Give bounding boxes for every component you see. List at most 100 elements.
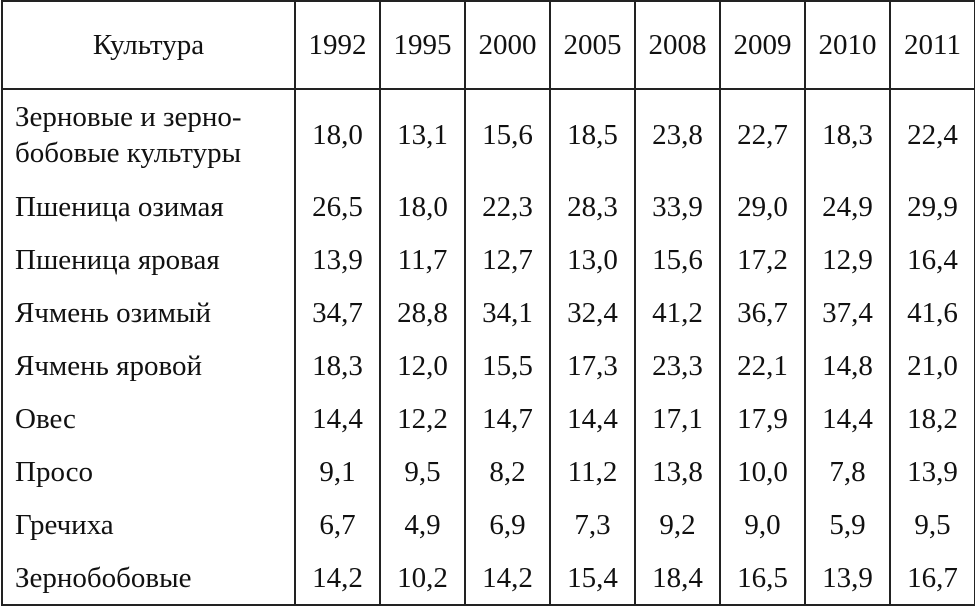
value-cell: 28,3 xyxy=(549,180,636,233)
value-cell: 17,9 xyxy=(719,392,806,445)
value-cell: 28,8 xyxy=(379,286,466,339)
value-cell: 17,2 xyxy=(719,233,806,286)
value-cell: 33,9 xyxy=(634,180,721,233)
value-cell: 34,7 xyxy=(294,286,381,339)
table-row: Ячмень яровой 18,3 12,0 15,5 17,3 23,3 22,1 14,… xyxy=(1,339,975,392)
table-row: Пшеница озимая 26,5 18,0 22,3 28,3 33,9 29,0 24… xyxy=(1,180,975,233)
table-row: Овес 14,4 12,2 14,7 14,4 17,1 17,9 14,4 18,2 xyxy=(1,392,975,445)
value-cell: 15,6 xyxy=(464,89,551,180)
value-cell: 18,4 xyxy=(634,551,721,606)
row-label: Пшеница озимая xyxy=(1,180,296,233)
value-cell: 14,8 xyxy=(804,339,891,392)
value-cell: 7,8 xyxy=(804,445,891,498)
value-cell: 9,1 xyxy=(294,445,381,498)
row-label: Зерновые и зерно- бобовые культуры xyxy=(1,89,296,180)
value-cell: 6,9 xyxy=(464,498,551,551)
value-cell: 14,4 xyxy=(549,392,636,445)
value-cell: 23,8 xyxy=(634,89,721,180)
table-body: Зерновые и зерно- бобовые культуры 18,0 13… xyxy=(1,89,975,606)
header-cell: 2000 xyxy=(464,0,551,90)
table-row: Зерновые и зерно- бобовые культуры 18,0 13… xyxy=(1,89,975,180)
value-cell: 24,9 xyxy=(804,180,891,233)
value-cell: 41,2 xyxy=(634,286,721,339)
value-cell: 16,5 xyxy=(719,551,806,606)
value-cell: 22,3 xyxy=(464,180,551,233)
row-label: Зернобобовые xyxy=(1,551,296,606)
value-cell: 18,0 xyxy=(294,89,381,180)
value-cell: 7,3 xyxy=(549,498,636,551)
value-cell: 9,5 xyxy=(379,445,466,498)
value-cell: 12,9 xyxy=(804,233,891,286)
value-cell: 18,2 xyxy=(889,392,975,445)
table-row: Гречиха 6,7 4,9 6,9 7,3 9,2 9,0 5,9 9,5 xyxy=(1,498,975,551)
value-cell: 37,4 xyxy=(804,286,891,339)
value-cell: 6,7 xyxy=(294,498,381,551)
value-cell: 16,4 xyxy=(889,233,975,286)
value-cell: 10,0 xyxy=(719,445,806,498)
value-cell: 13,8 xyxy=(634,445,721,498)
value-cell: 18,3 xyxy=(804,89,891,180)
header-cell: 2010 xyxy=(804,0,891,90)
header-cell: Культура xyxy=(1,0,296,90)
value-cell: 13,9 xyxy=(294,233,381,286)
value-cell: 4,9 xyxy=(379,498,466,551)
value-cell: 36,7 xyxy=(719,286,806,339)
row-label: Овес xyxy=(1,392,296,445)
value-cell: 18,5 xyxy=(549,89,636,180)
row-label: Ячмень яровой xyxy=(1,339,296,392)
value-cell: 9,5 xyxy=(889,498,975,551)
row-label: Гречиха xyxy=(1,498,296,551)
value-cell: 12,2 xyxy=(379,392,466,445)
table-header: Культура 1992 1995 2000 2005 2008 2009 2010 2011 xyxy=(1,0,975,90)
row-label: Пшеница яровая xyxy=(1,233,296,286)
value-cell: 13,1 xyxy=(379,89,466,180)
value-cell: 8,2 xyxy=(464,445,551,498)
row-label: Просо xyxy=(1,445,296,498)
header-row: Культура 1992 1995 2000 2005 2008 2009 2010 2011 xyxy=(1,0,975,90)
value-cell: 5,9 xyxy=(804,498,891,551)
value-cell: 18,0 xyxy=(379,180,466,233)
value-cell: 12,0 xyxy=(379,339,466,392)
value-cell: 21,0 xyxy=(889,339,975,392)
value-cell: 9,0 xyxy=(719,498,806,551)
header-cell: 1995 xyxy=(379,0,466,90)
value-cell: 22,7 xyxy=(719,89,806,180)
value-cell: 22,1 xyxy=(719,339,806,392)
value-cell: 12,7 xyxy=(464,233,551,286)
value-cell: 18,3 xyxy=(294,339,381,392)
value-cell: 14,2 xyxy=(294,551,381,606)
table-row: Просо 9,1 9,5 8,2 11,2 13,8 10,0 7,8 13,9 xyxy=(1,445,975,498)
value-cell: 11,2 xyxy=(549,445,636,498)
value-cell: 23,3 xyxy=(634,339,721,392)
header-cell: 2005 xyxy=(549,0,636,90)
value-cell: 16,7 xyxy=(889,551,975,606)
header-cell: 2011 xyxy=(889,0,975,90)
value-cell: 13,9 xyxy=(804,551,891,606)
value-cell: 15,5 xyxy=(464,339,551,392)
header-cell: 2009 xyxy=(719,0,806,90)
value-cell: 22,4 xyxy=(889,89,975,180)
value-cell: 11,7 xyxy=(379,233,466,286)
value-cell: 13,0 xyxy=(549,233,636,286)
value-cell: 29,9 xyxy=(889,180,975,233)
value-cell: 34,1 xyxy=(464,286,551,339)
value-cell: 9,2 xyxy=(634,498,721,551)
value-cell: 17,1 xyxy=(634,392,721,445)
value-cell: 15,4 xyxy=(549,551,636,606)
table-row: Зернобобовые 14,2 10,2 14,2 15,4 18,4 16,5 13,9… xyxy=(1,551,975,606)
value-cell: 41,6 xyxy=(889,286,975,339)
header-cell: 1992 xyxy=(294,0,381,90)
value-cell: 10,2 xyxy=(379,551,466,606)
value-cell: 14,7 xyxy=(464,392,551,445)
value-cell: 32,4 xyxy=(549,286,636,339)
value-cell: 14,4 xyxy=(294,392,381,445)
value-cell: 17,3 xyxy=(549,339,636,392)
header-cell: 2008 xyxy=(634,0,721,90)
value-cell: 13,9 xyxy=(889,445,975,498)
value-cell: 29,0 xyxy=(719,180,806,233)
value-cell: 14,4 xyxy=(804,392,891,445)
table-row: Ячмень озимый 34,7 28,8 34,1 32,4 41,2 36,7 37,… xyxy=(1,286,975,339)
row-label: Ячмень озимый xyxy=(1,286,296,339)
